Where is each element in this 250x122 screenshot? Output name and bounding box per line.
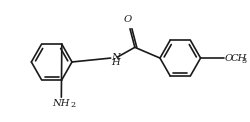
Text: N: N — [111, 53, 120, 62]
Text: NH: NH — [52, 99, 70, 108]
Text: 2: 2 — [70, 101, 75, 109]
Text: CH: CH — [230, 54, 246, 63]
Text: H: H — [111, 58, 120, 67]
Text: 3: 3 — [240, 57, 245, 65]
Text: O: O — [224, 54, 232, 63]
Text: O: O — [124, 15, 132, 24]
